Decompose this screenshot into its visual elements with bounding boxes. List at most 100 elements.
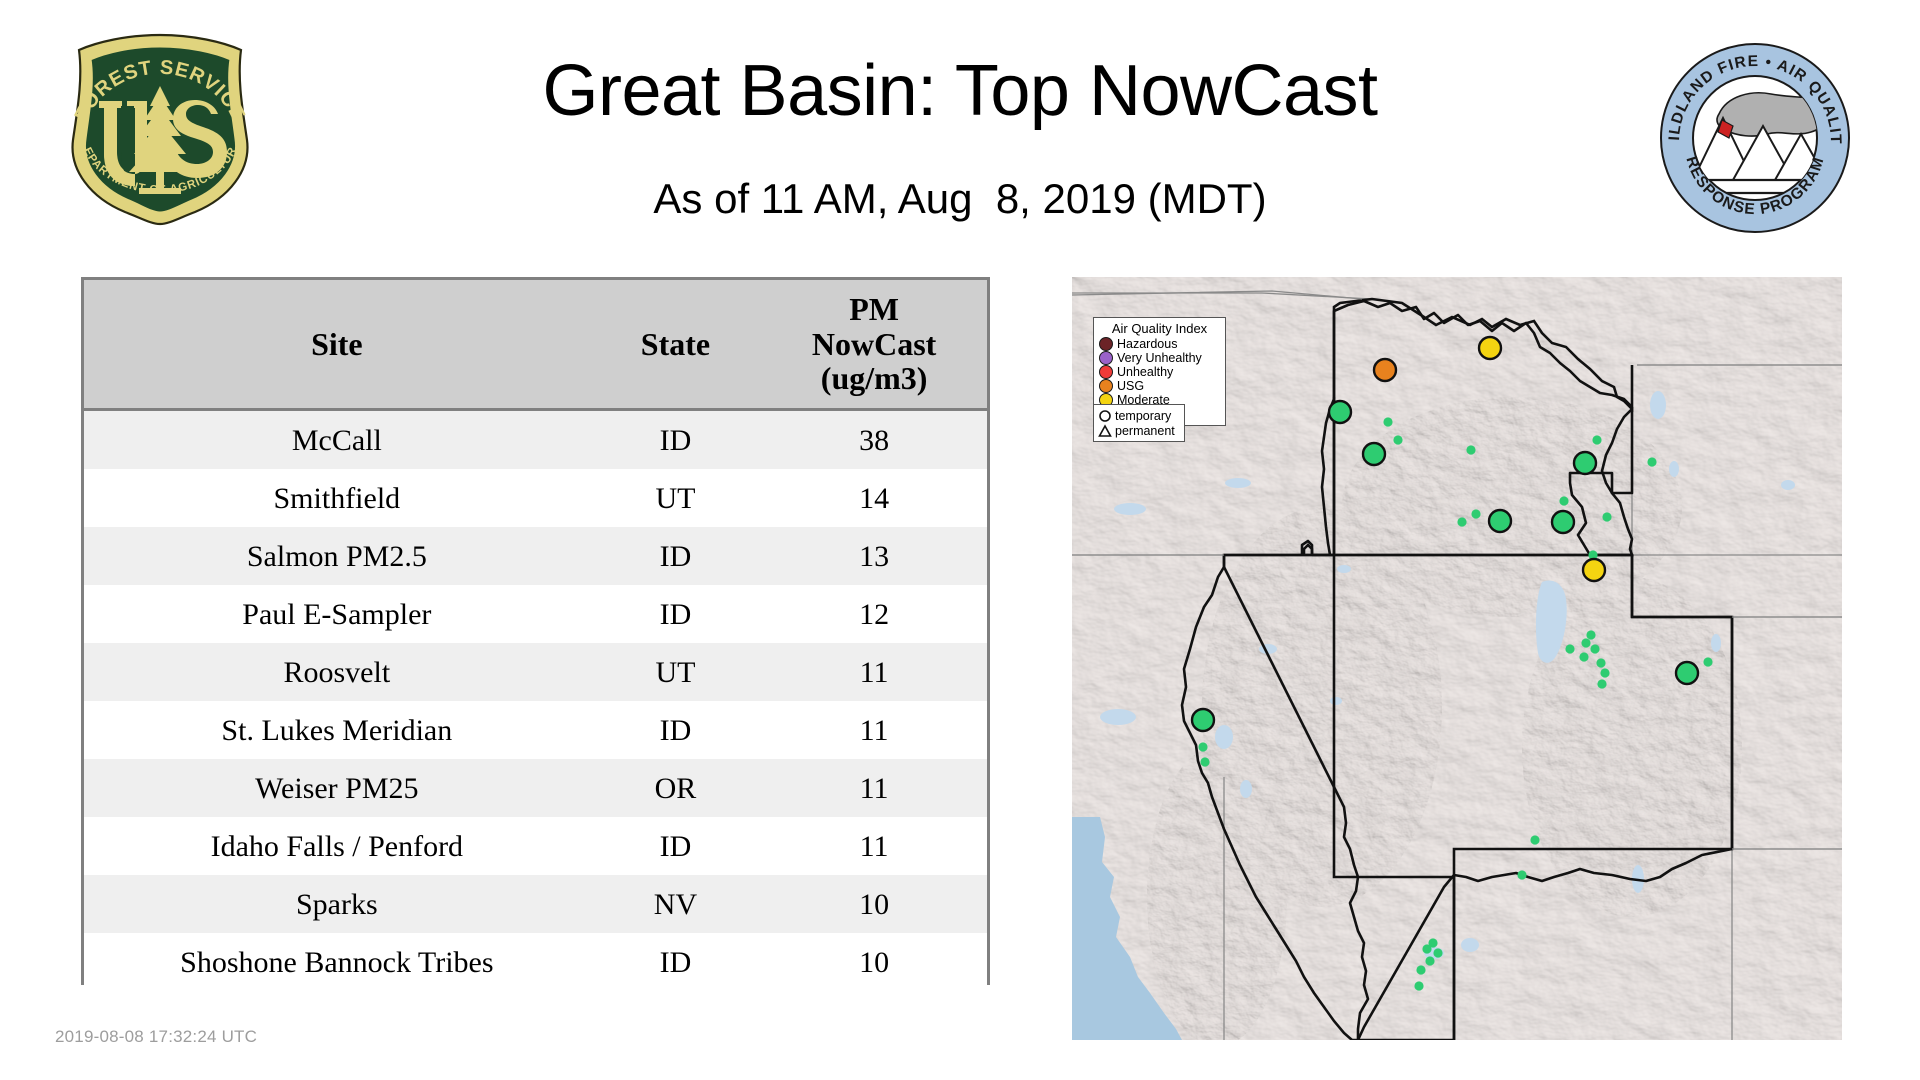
legend-label: Moderate	[1117, 392, 1170, 407]
cell-pm-nowcast: 14	[761, 469, 987, 527]
monitor-marker-good-meridian[interactable]	[1361, 441, 1387, 467]
column-header-site: Site	[84, 280, 590, 411]
nevada-border	[1180, 553, 1456, 1040]
monitor-marker-good-salmon[interactable]	[1572, 450, 1598, 476]
table-row: Weiser PM25 OR 11	[84, 759, 987, 817]
cell-site: Roosvelt	[84, 643, 590, 701]
cell-pm-nowcast: 11	[761, 643, 987, 701]
small-monitor-dot	[1383, 417, 1393, 427]
cell-site: Smithfield	[84, 469, 590, 527]
small-monitor-dot	[1579, 652, 1589, 662]
cell-site: Shoshone Bannock Tribes	[84, 933, 590, 991]
neighbor-state-grid	[1072, 290, 1842, 850]
monitor-marker-usg-mccall[interactable]	[1372, 357, 1398, 383]
cell-state: NV	[589, 875, 762, 933]
monitor-marker-good-weiser[interactable]	[1327, 399, 1353, 425]
small-monitor-dot	[1466, 445, 1476, 455]
legend-title: Air Quality Index	[1111, 321, 1208, 336]
small-monitor-dot	[1647, 457, 1657, 467]
small-monitor-dot	[1592, 435, 1602, 445]
legend-swatch-icon	[1099, 365, 1113, 379]
cell-site: McCall	[84, 409, 590, 469]
wfaqrp-seal-logo: WILDLAND FIRE • AIR QUALITY RESPONSE PRO…	[1655, 38, 1855, 238]
legend-row-permanent: permanent	[1098, 423, 1180, 438]
cell-pm-nowcast: 10	[761, 933, 987, 991]
cell-site: Idaho Falls / Penford	[84, 817, 590, 875]
column-header-state: State	[589, 280, 762, 411]
cell-state: ID	[589, 933, 762, 991]
legend-swatch-icon	[1099, 351, 1113, 365]
cell-state: ID	[589, 527, 762, 585]
cell-pm-nowcast: 12	[761, 585, 987, 643]
small-monitor-dot	[1600, 668, 1610, 678]
cell-pm-nowcast: 11	[761, 701, 987, 759]
cell-pm-nowcast: 11	[761, 817, 987, 875]
small-monitor-dot	[1471, 509, 1481, 519]
small-monitor-dot	[1530, 835, 1540, 845]
small-monitor-dot	[1393, 435, 1403, 445]
table-row: Shoshone Bannock Tribes ID 10	[84, 933, 987, 991]
table-row: Salmon PM2.5 ID 13	[84, 527, 987, 585]
small-monitor-dot	[1425, 956, 1435, 966]
small-monitor-dot	[1198, 742, 1208, 752]
table-body: McCall ID 38 Smithfield UT 14 Salmon PM2.5 ID 13…	[84, 409, 987, 991]
circle-icon	[1098, 409, 1112, 423]
cell-site: Salmon PM2.5	[84, 527, 590, 585]
legend-label: Very Unhealthy	[1117, 350, 1202, 365]
monitor-marker-good-paul[interactable]	[1487, 508, 1513, 534]
table-row: Idaho Falls / Penford ID 11	[84, 817, 987, 875]
cell-site: Sparks	[84, 875, 590, 933]
legend-row-temporary: temporary	[1098, 408, 1180, 423]
cell-pm-nowcast: 11	[761, 759, 987, 817]
monitor-marker-good-sparks[interactable]	[1190, 707, 1216, 733]
monitor-marker-good-roosvelt[interactable]	[1674, 660, 1700, 686]
header-band: FOREST SERVICE DEPARTMENT OF AGRICULTURE…	[0, 0, 1920, 270]
cell-site: St. Lukes Meridian	[84, 701, 590, 759]
legend-row-moderate: Moderate	[1099, 393, 1220, 407]
small-monitor-dot	[1588, 550, 1598, 560]
monitor-marker-moderate-smithfield[interactable]	[1581, 557, 1607, 583]
small-monitor-dot	[1602, 512, 1612, 522]
cell-pm-nowcast: 10	[761, 875, 987, 933]
cell-state: ID	[589, 701, 762, 759]
small-monitor-dot	[1517, 870, 1527, 880]
table-row: Roosvelt UT 11	[84, 643, 987, 701]
monitor-type-legend: temporary permanent	[1093, 404, 1185, 442]
table-row: Sparks NV 10	[84, 875, 987, 933]
column-header-pm-line1: PM	[849, 291, 899, 328]
legend-label-permanent: permanent	[1115, 423, 1175, 438]
legend-row-hazardous: Hazardous	[1099, 337, 1220, 351]
small-monitor-dot	[1414, 981, 1424, 991]
small-monitor-dot	[1200, 757, 1210, 767]
small-monitor-dot	[1457, 517, 1467, 527]
small-monitor-dot	[1416, 965, 1426, 975]
column-header-pm-line2: NowCast	[811, 325, 937, 362]
cell-site: Paul E-Sampler	[84, 585, 590, 643]
great-basin-monitor-map[interactable]: Air Quality Index Hazardous Very Unhealth…	[1072, 277, 1842, 1040]
cell-state: ID	[589, 585, 762, 643]
column-header-pm-nowcast: PM NowCast (ug/m3)	[761, 280, 987, 411]
table-header-row: Site State PM NowCast (ug/m3)	[84, 280, 987, 411]
monitor-marker-moderate-north[interactable]	[1477, 335, 1503, 361]
cell-pm-nowcast: 38	[761, 409, 987, 469]
legend-row-unhealthy: Unhealthy	[1099, 365, 1220, 379]
small-monitor-dot	[1703, 657, 1713, 667]
pacific-ocean	[1072, 817, 1182, 1040]
table-header: Site State PM NowCast (ug/m3)	[84, 280, 987, 411]
small-monitor-dot	[1559, 496, 1569, 506]
legend-row-usg: USG	[1099, 379, 1220, 393]
nowcast-table: Site State PM NowCast (ug/m3) McCall ID 38…	[84, 280, 987, 991]
cell-state: UT	[589, 643, 762, 701]
monitor-marker-good-idaho-falls[interactable]	[1550, 509, 1576, 535]
cell-pm-nowcast: 13	[761, 527, 987, 585]
great-basin-bold-outline	[1222, 299, 1734, 1040]
small-monitor-dot	[1586, 630, 1596, 640]
legend-swatch-icon	[1099, 337, 1113, 351]
cell-state: ID	[589, 409, 762, 469]
cell-state: ID	[589, 817, 762, 875]
small-monitor-dots	[1198, 417, 1713, 991]
table-row: St. Lukes Meridian ID 11	[84, 701, 987, 759]
table-row: Paul E-Sampler ID 12	[84, 585, 987, 643]
nowcast-table-container: Site State PM NowCast (ug/m3) McCall ID 38…	[81, 277, 990, 991]
large-monitor-markers[interactable]	[1190, 335, 1700, 733]
